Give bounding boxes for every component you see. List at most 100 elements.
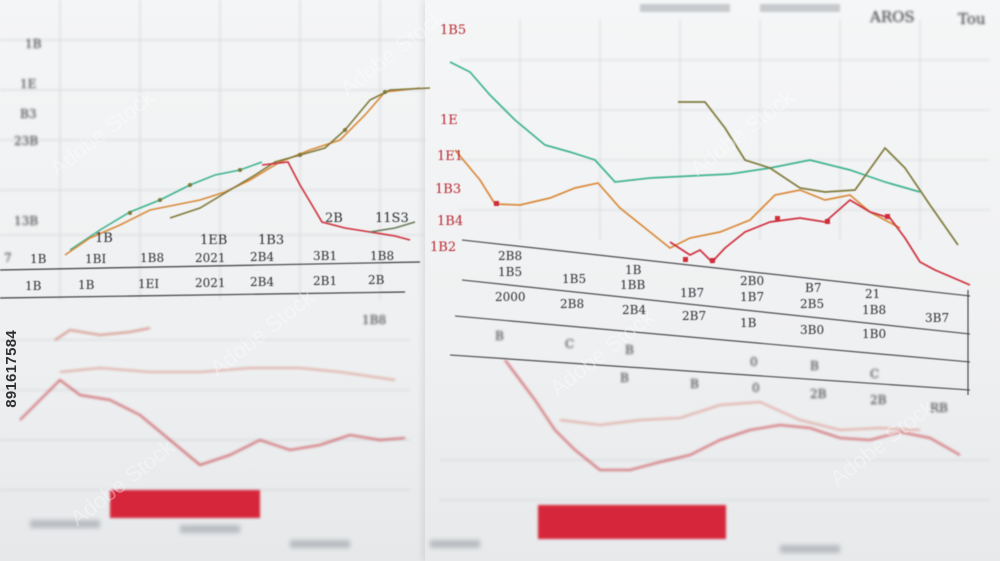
left-column-labels: 1B 1EB 1B3 2B 11S3 <box>95 211 409 248</box>
lower-right-red-line <box>504 359 961 471</box>
right-marker <box>825 219 830 224</box>
left-marker <box>298 153 302 157</box>
left-marker <box>188 183 192 187</box>
left-row1-cell: 1BI <box>85 252 106 266</box>
right-grid <box>440 20 990 501</box>
left-row1-cell: 2021 <box>195 251 226 265</box>
right-red-line <box>669 198 971 286</box>
right-line-series <box>449 61 971 286</box>
header-smudge <box>760 4 840 12</box>
right-marker <box>775 216 780 221</box>
right-header-label: AROS <box>869 8 915 26</box>
right-row1-cell: 2B5 <box>800 297 824 311</box>
right-row4-cell: B <box>690 377 699 391</box>
left-paper-sheet <box>0 0 430 561</box>
lower-left-pink-line-2 <box>54 327 151 341</box>
left-y-label: 1B <box>25 37 42 51</box>
right-row4-cell: 0 <box>752 381 760 395</box>
left-col-label: 2B <box>325 211 343 226</box>
smudge <box>780 545 840 553</box>
left-table-rules <box>0 261 421 299</box>
right-header: AROS Tou <box>640 4 986 28</box>
right-y-axis: 1B5 1E 1E1 1B3 1B4 1B2 <box>430 23 466 255</box>
right-row3-cell: 0 <box>750 355 758 369</box>
right-table-row: B C B 0 B C <box>495 329 879 381</box>
left-row1-cell: 1B <box>30 252 47 266</box>
left-markers <box>128 90 387 215</box>
left-red-line <box>261 161 411 241</box>
left-row2-cell: 2B1 <box>313 274 337 288</box>
left-grid <box>0 0 425 491</box>
right-marker <box>710 258 715 263</box>
left-row1-cell: 3B1 <box>313 249 337 263</box>
lower-left-red-line <box>19 379 406 466</box>
right-table-row: 1B5 1B5 1BB 1B7 1B7 2B5 1B8 <box>498 265 886 317</box>
right-row2-cell: 2B7 <box>682 309 706 323</box>
left-y-label: 7 <box>4 251 12 265</box>
right-row2-cell: 3B0 <box>800 323 824 337</box>
right-top-cell: 2B8 <box>498 249 522 263</box>
right-y-label: 1B4 <box>437 214 463 229</box>
smudge <box>30 520 100 528</box>
left-marker <box>158 198 162 202</box>
right-red-bar <box>538 505 726 539</box>
smudge <box>430 540 480 548</box>
right-markers <box>494 201 890 263</box>
right-row3-cell: B <box>495 329 504 343</box>
left-marker <box>128 211 132 215</box>
left-marker <box>343 128 347 132</box>
right-table-row: 2000 2B8 2B4 2B7 1B 3B0 1B0 3B7 <box>495 290 949 341</box>
right-row2-cell: 2B4 <box>622 303 646 317</box>
right-header-label: Tou <box>958 10 986 28</box>
right-row2-cell: 1B <box>740 316 757 330</box>
left-green-line <box>69 161 263 251</box>
left-y-axis: 1B 1E B3 23B 13B 7 <box>4 37 42 265</box>
right-row4-cell: B <box>620 371 629 385</box>
right-y-label: 1E <box>440 113 458 128</box>
lower-line-series <box>19 327 961 471</box>
right-y-label: 1B5 <box>440 23 466 38</box>
right-row4-cell: RB <box>930 401 948 415</box>
right-row3-cell: C <box>565 337 574 351</box>
smudge <box>290 540 350 548</box>
left-row2-cell: 2B4 <box>250 275 274 289</box>
lower-right-pink-line <box>559 401 921 431</box>
left-table-row: 1B 1BI 1B8 2021 2B4 3B1 1B8 <box>30 249 394 266</box>
left-row1-cell: 2B4 <box>250 250 274 264</box>
right-row3-cell: B <box>810 359 819 373</box>
left-red-bar <box>110 490 260 518</box>
left-row1-cell: 1B8 <box>370 249 394 263</box>
right-table-row: 2B8 1B 2B0 B7 21 <box>498 249 880 301</box>
right-row3-cell: C <box>870 367 879 381</box>
right-green-line <box>449 61 921 193</box>
right-row1-cell: 1B5 <box>498 265 522 279</box>
right-marker <box>885 214 890 219</box>
left-marker <box>238 168 242 172</box>
right-top-cell: 1B <box>625 263 642 277</box>
right-olive-line <box>678 101 959 246</box>
right-top-cell: 21 <box>865 287 880 301</box>
header-smudge <box>640 4 730 12</box>
left-marker <box>383 90 387 94</box>
lower-left-pink-line <box>59 367 396 381</box>
stock-id-label: 891617584 <box>3 330 20 408</box>
left-y-label: 13B <box>14 214 38 228</box>
right-table-row: B B 0 2B 2B RB <box>620 371 948 415</box>
right-row2-cell: 3B7 <box>925 311 949 325</box>
right-paper-sheet <box>425 0 1000 561</box>
left-y-label: 23B <box>14 134 38 148</box>
left-dark-line <box>369 221 416 233</box>
right-row1-cell: 1BB <box>620 278 645 292</box>
left-line-series <box>64 87 431 256</box>
left-row2-cell: 2021 <box>195 276 226 290</box>
left-col-label: 11S3 <box>375 211 409 226</box>
right-orange-line <box>454 149 901 250</box>
left-row2-cell: 1B <box>25 279 42 293</box>
right-y-label: 1B3 <box>435 182 461 197</box>
left-note: 1B8 <box>362 313 386 327</box>
right-top-cell: 2B0 <box>740 274 764 288</box>
right-row2-cell: 2B8 <box>560 297 584 311</box>
left-col-label: 1EB <box>200 233 227 248</box>
left-row2-cell: 2B <box>368 273 385 287</box>
